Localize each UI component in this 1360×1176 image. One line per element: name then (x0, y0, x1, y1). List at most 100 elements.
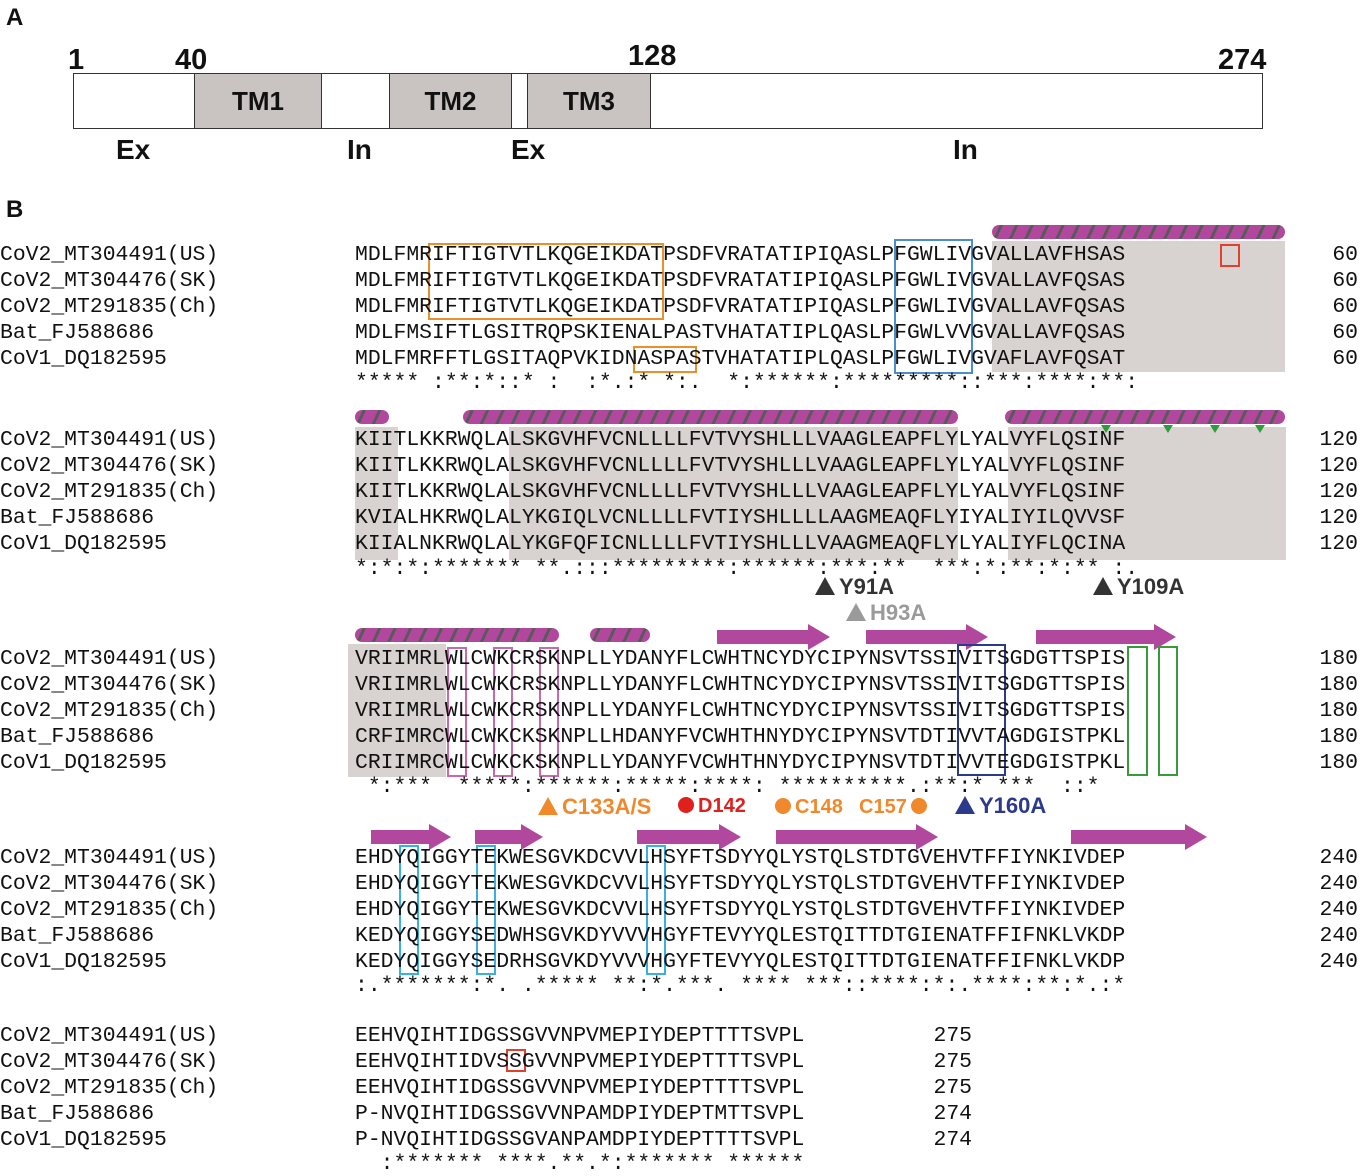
mutation-label: C148 (795, 796, 843, 818)
mutation-label: Y160A (979, 793, 1047, 818)
side-in-1: In (347, 134, 372, 165)
mutation-label: D142 (698, 795, 746, 817)
mutation-d142: D142 (678, 795, 746, 818)
sequence-end: 240 (1319, 950, 1358, 974)
sequence-row: EEHVQIHTIDVSSGVVNPVMEPIYDEPTTTTSVPL (355, 1050, 805, 1074)
mutation-label: H93A (870, 600, 927, 625)
sequence-name: Bat_FJ588686 (0, 725, 155, 749)
sequence-row: KEDYQIGGYSEDRHSGVKDYVVVHGYFTEVYYQLESTQIT… (355, 950, 1126, 974)
triangle-icon (955, 796, 975, 814)
sequence-row: EEHVQIHTIDGSSGVVNPVMEPIYDEPTTTTSVPL (355, 1024, 805, 1048)
helix-marker (355, 628, 559, 642)
side-ex-2: Ex (511, 134, 546, 165)
consensus-line: :******* ****.**.*:******* ****** (355, 1152, 805, 1176)
helix-marker (1005, 410, 1285, 424)
sequence-name: CoV2_MT291835(Ch) (0, 1076, 219, 1100)
box-cyan-y (399, 845, 419, 975)
sequence-end: 240 (1319, 898, 1358, 922)
position-274: 274 (1218, 44, 1267, 76)
sequence-end: 60 (1332, 243, 1358, 267)
sequence-end: 180 (1319, 725, 1358, 749)
consensus-line: :.*******:*. .***** **:*.***. **** ***::… (355, 974, 1126, 998)
position-128: 128 (628, 40, 677, 72)
sequence-name: CoV2_MT304476(SK) (0, 673, 219, 697)
sequence-name: CoV2_MT304491(US) (0, 1024, 219, 1048)
tm-shading (992, 241, 1285, 372)
marker-triangle (1210, 425, 1220, 433)
box-cyan-c (646, 845, 666, 975)
beta-strand-arrow (776, 824, 938, 850)
sequence-end: 240 (1319, 846, 1358, 870)
panel-a-label: A (6, 4, 24, 31)
sequence-end: 275 (933, 1024, 972, 1048)
sequence-end: 274 (933, 1128, 972, 1152)
tm-shading (355, 427, 398, 560)
triangle-icon (846, 603, 866, 621)
sequence-row: VRIIMRLWLCWKCRSKNPLLYDANYFLCWHTNCYDYCIPY… (355, 673, 1126, 697)
sequence-row: MDLFMRFFTLGSITAQPVKIDNASPASTVHATATIPLQAS… (355, 347, 1126, 371)
sequence-name: CoV2_MT291835(Ch) (0, 295, 219, 319)
sequence-row: P-NVQIHTIDGSSGVVNPAMDPIYDEPTMTTSVPL (355, 1102, 805, 1126)
tm1-domain: TM1 (194, 73, 322, 129)
tm2-domain: TM2 (389, 73, 512, 129)
sequence-name: CoV1_DQ182595 (0, 532, 167, 556)
sequence-row: EHDYQIGGYTEKWESGVKDCVVLHSYFTSDYYQLYSTQLS… (355, 872, 1126, 896)
triangle-icon (1093, 577, 1113, 595)
sequence-end: 275 (933, 1076, 972, 1100)
sequence-row: MDLFMRIFTIGTVTLKQGEIKDATPSDFVRATATIPIQAS… (355, 243, 1126, 267)
sequence-row: EEHVQIHTIDGSSGVVNPVMEPIYDEPTTTTSVPL (355, 1076, 805, 1100)
sequence-end: 120 (1319, 428, 1358, 452)
marker-triangle (1163, 425, 1173, 433)
helix-marker (463, 410, 958, 424)
mutation-c157: C157 (859, 796, 927, 819)
mutation-c148: C148 (775, 796, 843, 819)
position-1: 1 (68, 44, 85, 76)
mutation-label: Y91A (839, 574, 895, 599)
box-pink-c (493, 647, 513, 777)
tm-shading (509, 427, 958, 560)
sequence-row: EHDYQIGGYTEKWESGVKDCVVLHSYFTSDYYQLYSTQLS… (355, 898, 1126, 922)
box-cyan-y2 (476, 845, 496, 975)
sequence-name: CoV2_MT291835(Ch) (0, 480, 219, 504)
helix-marker (355, 410, 389, 424)
sequence-row: CRFIMRCWLCWKCKSKNPLLHDANYFVCWHTHNYDYCIPY… (355, 725, 1126, 749)
sequence-name: CoV2_MT291835(Ch) (0, 898, 219, 922)
consensus-line: *:*:*:******* **.:::*********:******:***… (355, 557, 1139, 581)
consensus-line: ***** :**:*::* : :*.:* *:. *:******:****… (355, 371, 1139, 395)
sequence-end: 180 (1319, 647, 1358, 671)
box-orange-motif (428, 243, 664, 320)
box-green-s (1127, 646, 1148, 776)
sequence-row: KEDYQIGGYSEDWHSGVKDYVVVHGYFTEVYYQLESTQIT… (355, 924, 1126, 948)
sequence-end: 60 (1332, 347, 1358, 371)
sequence-row: KIITLKKRWQLALSKGVHFVCNLLLLFVTVYSHLLLVAAG… (355, 454, 1126, 478)
consensus-line: *:*** *****:******:*****:****: *********… (355, 775, 1100, 799)
sequence-name: CoV2_MT304491(US) (0, 428, 219, 452)
box-pink-l (447, 647, 467, 777)
sequence-name: Bat_FJ588686 (0, 321, 155, 345)
sequence-name: CoV1_DQ182595 (0, 751, 167, 775)
sequence-row: VRIIMRLWLCWKCRSKNPLLYDANYFLCWHTNCYDYCIPY… (355, 647, 1126, 671)
sequence-row: P-NVQIHTIDGSSGVANPAMDPIYDEPTTTTSVPL (355, 1128, 805, 1152)
side-in-2: In (953, 134, 978, 165)
sequence-name: CoV1_DQ182595 (0, 347, 167, 371)
sequence-end: 240 (1319, 924, 1358, 948)
mutation-label: C157 (859, 796, 907, 818)
sequence-end: 60 (1332, 269, 1358, 293)
sequence-name: Bat_FJ588686 (0, 924, 155, 948)
box-pink-c2 (539, 647, 559, 777)
sequence-row: KIIALNKRWQLALYKGFQFICNLLLLFVTIYSHLLLVAAG… (355, 532, 1126, 556)
box-navy-yns (957, 644, 1006, 776)
helix-marker (590, 628, 650, 642)
dot-icon (910, 798, 927, 814)
marker-triangle (1101, 425, 1111, 433)
sequence-name: Bat_FJ588686 (0, 506, 155, 530)
box-blue-piqas (894, 239, 973, 374)
beta-strand-arrow (475, 824, 543, 850)
sequence-end: 180 (1319, 673, 1358, 697)
dot-icon (678, 797, 694, 813)
sequence-end: 275 (933, 1050, 972, 1074)
mutation-y109a: Y109A (1093, 574, 1184, 600)
sequence-name: CoV2_MT304491(US) (0, 647, 219, 671)
sequence-end: 180 (1319, 751, 1358, 775)
box-red-v (506, 1049, 526, 1072)
